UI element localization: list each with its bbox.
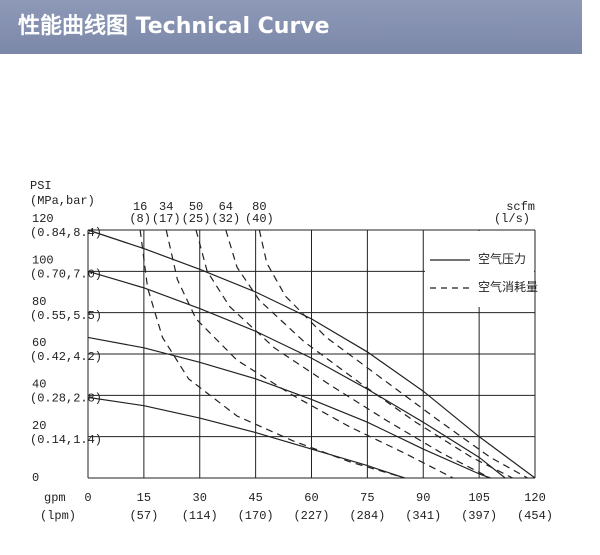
y-tick-label: 20 [32, 419, 46, 433]
y-tick-label: 40 [32, 378, 46, 392]
curve-sublabel: (32) [211, 212, 240, 226]
y-tick-sublabel: (0.42,4.2) [30, 350, 102, 364]
curve [87, 229, 536, 479]
x-tick-sublabel: (114) [182, 509, 218, 523]
curve [258, 229, 528, 479]
curve-label: 64 [219, 200, 233, 214]
curve-sublabel: (25) [182, 212, 211, 226]
y-tick-sublabel: (0.55,5.5) [30, 309, 102, 323]
legend-box [425, 231, 534, 307]
curve-label: 34 [159, 200, 173, 214]
x-tick-label: 90 [416, 491, 430, 505]
x-axis-title: gpm [44, 491, 66, 505]
x-tick-label: 60 [304, 491, 318, 505]
legend-label: 空气压力 [478, 251, 526, 267]
x-tick-label: 15 [137, 491, 151, 505]
curve-sublabel: (17) [152, 212, 181, 226]
curve [195, 229, 491, 479]
y-tick-sublabel: (0.70,7.0) [30, 268, 102, 282]
y-tick-sublabel: (0.14,1.4) [30, 433, 102, 447]
curve [87, 396, 405, 479]
curve [87, 270, 506, 479]
x-tick-label: 105 [468, 491, 490, 505]
y-tick-sublabel: (0.84,8.4) [30, 226, 102, 240]
y-axis-subtitle: (MPa,bar) [30, 194, 95, 208]
curve [225, 229, 513, 479]
curve [87, 336, 491, 479]
x-axis-subtitle: (lpm) [40, 509, 76, 523]
x-tick-sublabel: (170) [238, 509, 274, 523]
legend-label: 空气消耗量 [478, 279, 538, 295]
x-tick-sublabel: (227) [293, 509, 329, 523]
y-tick-label: 60 [32, 336, 46, 350]
x-tick-label: 45 [248, 491, 262, 505]
y-tick-label: 120 [32, 212, 54, 226]
x-tick-label: 120 [524, 491, 546, 505]
x-tick-sublabel: (57) [129, 509, 158, 523]
y-tick-sublabel: (0.28,2.8) [30, 392, 102, 406]
y-tick-label: 80 [32, 295, 46, 309]
header-title: 性能曲线图 Technical Curve [0, 0, 582, 54]
curve [165, 229, 454, 479]
x-tick-sublabel: (284) [349, 509, 385, 523]
x-tick-label: 0 [84, 491, 91, 505]
y-tick-label: 100 [32, 254, 54, 268]
curve-label: 80 [252, 200, 266, 214]
y-tick-label: 0 [32, 471, 39, 485]
x-tick-label: 75 [360, 491, 374, 505]
x-tick-label: 30 [193, 491, 207, 505]
curve-label: 16 [133, 200, 147, 214]
x-tick-sublabel: (397) [461, 509, 497, 523]
y2-axis-title: scfm [506, 200, 535, 214]
y-axis-title: PSI [30, 179, 52, 193]
x-tick-sublabel: (341) [405, 509, 441, 523]
x-tick-sublabel: (454) [517, 509, 553, 523]
y2-axis-subtitle: (l/s) [494, 212, 530, 226]
curve [139, 229, 405, 479]
curve-sublabel: (40) [245, 212, 274, 226]
curve-label: 50 [189, 200, 203, 214]
curve-sublabel: (8) [129, 212, 151, 226]
